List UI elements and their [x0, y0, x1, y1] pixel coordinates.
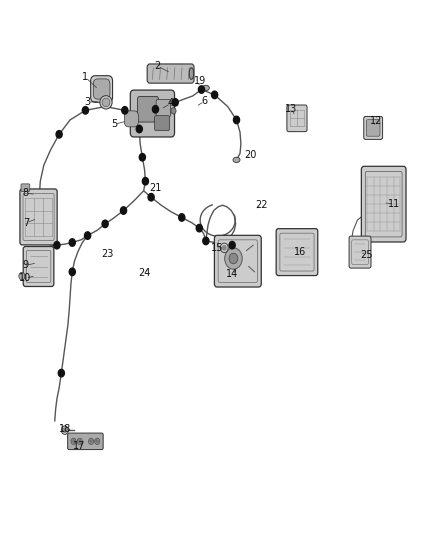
- FancyBboxPatch shape: [215, 236, 261, 287]
- FancyBboxPatch shape: [366, 119, 380, 136]
- Text: 20: 20: [244, 150, 257, 159]
- Circle shape: [120, 207, 127, 214]
- Text: 7: 7: [23, 218, 29, 228]
- Circle shape: [88, 438, 94, 445]
- Circle shape: [63, 428, 67, 432]
- Circle shape: [171, 108, 176, 114]
- Text: 25: 25: [360, 250, 373, 260]
- Circle shape: [196, 224, 202, 232]
- Text: 16: 16: [294, 247, 306, 256]
- Text: 21: 21: [149, 183, 162, 193]
- Circle shape: [61, 426, 68, 434]
- Circle shape: [95, 438, 100, 445]
- Ellipse shape: [233, 157, 240, 163]
- FancyBboxPatch shape: [67, 433, 103, 450]
- Circle shape: [229, 253, 238, 264]
- FancyBboxPatch shape: [23, 246, 54, 287]
- Circle shape: [179, 214, 185, 221]
- Circle shape: [152, 106, 159, 113]
- Circle shape: [136, 125, 142, 133]
- Text: 2: 2: [155, 61, 161, 71]
- Circle shape: [220, 243, 228, 253]
- FancyBboxPatch shape: [349, 236, 371, 268]
- Text: 4: 4: [168, 99, 174, 108]
- Circle shape: [198, 86, 205, 93]
- Circle shape: [148, 193, 154, 201]
- Text: 6: 6: [201, 96, 208, 106]
- Text: 3: 3: [85, 98, 91, 107]
- FancyBboxPatch shape: [124, 111, 138, 127]
- FancyBboxPatch shape: [364, 116, 383, 139]
- FancyBboxPatch shape: [21, 184, 30, 191]
- Circle shape: [233, 116, 240, 124]
- FancyBboxPatch shape: [147, 64, 194, 83]
- Ellipse shape: [102, 98, 110, 107]
- Circle shape: [54, 241, 60, 249]
- Circle shape: [85, 232, 91, 239]
- Text: 1: 1: [82, 72, 88, 82]
- FancyBboxPatch shape: [20, 189, 57, 245]
- Circle shape: [203, 237, 209, 245]
- Circle shape: [139, 154, 145, 161]
- Text: 13: 13: [285, 104, 297, 114]
- Circle shape: [102, 220, 108, 228]
- Circle shape: [82, 107, 88, 114]
- Ellipse shape: [100, 95, 112, 109]
- Text: 22: 22: [255, 200, 268, 210]
- FancyBboxPatch shape: [131, 90, 174, 137]
- FancyBboxPatch shape: [361, 166, 406, 242]
- Text: 9: 9: [22, 261, 28, 270]
- Circle shape: [122, 107, 128, 114]
- FancyBboxPatch shape: [287, 105, 307, 132]
- Circle shape: [69, 239, 75, 246]
- Circle shape: [71, 438, 76, 445]
- Text: 8: 8: [22, 188, 28, 198]
- Circle shape: [212, 91, 218, 99]
- Circle shape: [19, 272, 25, 280]
- FancyBboxPatch shape: [276, 229, 318, 276]
- Ellipse shape: [189, 68, 194, 79]
- Circle shape: [77, 438, 82, 445]
- Text: 19: 19: [194, 76, 206, 86]
- Circle shape: [172, 99, 178, 106]
- Circle shape: [229, 241, 235, 249]
- Text: 14: 14: [226, 270, 238, 279]
- Circle shape: [142, 177, 148, 185]
- Text: 15: 15: [211, 243, 223, 253]
- Circle shape: [225, 248, 242, 269]
- Text: 5: 5: [112, 119, 118, 129]
- FancyBboxPatch shape: [138, 96, 159, 122]
- Text: 11: 11: [388, 199, 400, 209]
- Text: 12: 12: [370, 116, 382, 126]
- FancyBboxPatch shape: [155, 116, 170, 131]
- FancyBboxPatch shape: [93, 79, 110, 99]
- Text: 18: 18: [59, 424, 71, 433]
- FancyBboxPatch shape: [91, 76, 113, 102]
- Circle shape: [56, 131, 62, 138]
- Ellipse shape: [202, 85, 209, 91]
- Text: 17: 17: [73, 441, 85, 451]
- FancyBboxPatch shape: [156, 99, 170, 117]
- Text: 24: 24: [138, 269, 151, 278]
- Circle shape: [58, 369, 64, 377]
- Circle shape: [69, 268, 75, 276]
- Text: 23: 23: [101, 249, 113, 259]
- Circle shape: [223, 246, 226, 250]
- Text: 10: 10: [19, 273, 32, 283]
